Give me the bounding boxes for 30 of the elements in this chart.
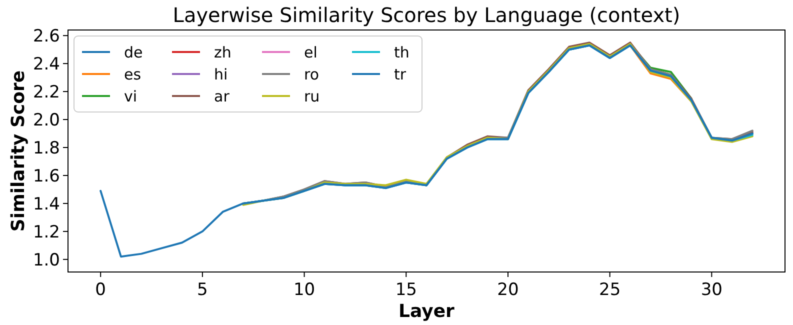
x-tick-label: 10 xyxy=(293,280,316,300)
y-tick-label: 1.4 xyxy=(32,194,60,214)
x-tick-label: 30 xyxy=(700,280,722,300)
legend-label: el xyxy=(304,43,318,62)
legend-label: de xyxy=(124,43,143,62)
x-tick-label: 20 xyxy=(497,280,519,300)
y-axis-title: Similarity Score xyxy=(8,70,29,232)
y-tick-label: 1.0 xyxy=(32,250,60,270)
legend-label: zh xyxy=(214,43,232,62)
legend-label: vi xyxy=(124,87,138,106)
x-tick-label: 0 xyxy=(95,280,106,300)
x-tick-label: 15 xyxy=(395,280,417,300)
legend-label: es xyxy=(124,65,142,84)
y-tick-label: 2.6 xyxy=(32,26,60,47)
legend-label: tr xyxy=(394,65,407,84)
y-tick-label: 2.4 xyxy=(32,54,60,75)
legend-label: ar xyxy=(214,87,230,106)
y-tick-label: 1.8 xyxy=(32,138,60,158)
legend-label: ro xyxy=(304,65,320,84)
y-tick-label: 2.2 xyxy=(32,82,60,102)
y-tick-label: 1.2 xyxy=(32,222,60,242)
x-axis-title: Layer xyxy=(398,301,455,322)
x-tick-label: 5 xyxy=(197,280,208,300)
y-tick-label: 2.0 xyxy=(32,110,60,130)
chart-title: Layerwise Similarity Scores by Language (context) xyxy=(172,3,680,27)
legend-label: hi xyxy=(214,65,228,84)
x-tick-label: 25 xyxy=(599,280,621,300)
legend-label: th xyxy=(394,43,410,62)
legend-label: ru xyxy=(304,87,320,106)
y-tick-label: 1.6 xyxy=(32,166,60,186)
